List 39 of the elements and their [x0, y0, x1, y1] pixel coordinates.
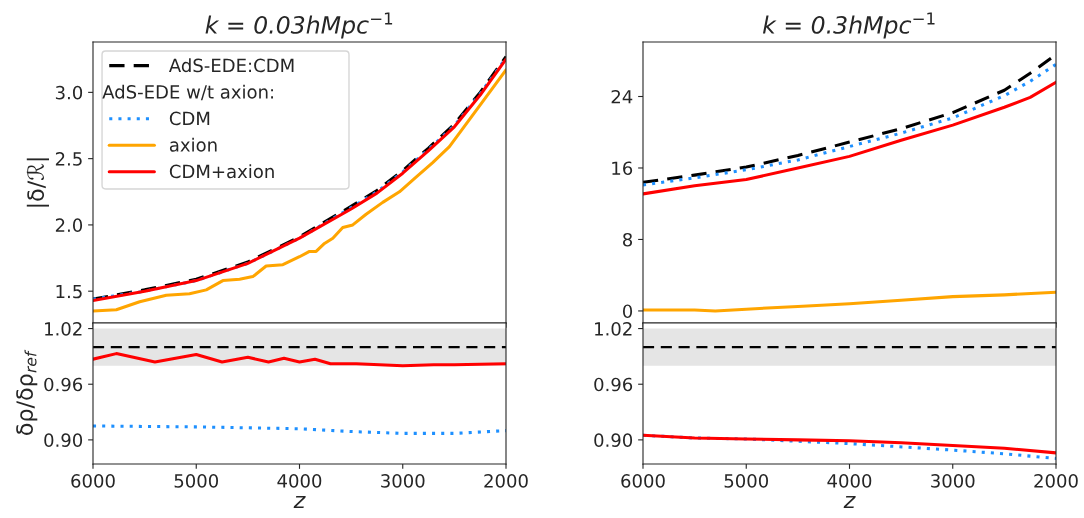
- x-axis-title: z: [843, 495, 856, 509]
- y-tick-label: 8: [623, 232, 633, 247]
- chart-title: k = 0.03hMpc$^{−1}$: [205, 12, 393, 39]
- y-tick-label: 0.90: [44, 433, 83, 447]
- x-tick-label: 3000: [931, 474, 975, 488]
- line-series: [643, 290, 1056, 313]
- x-axis-title: z: [293, 495, 306, 509]
- x-tick-label: 3000: [381, 474, 425, 488]
- x-tick-label: 6000: [621, 474, 665, 488]
- y-tick-label: 16: [612, 161, 633, 176]
- y-tick-label: 0: [622, 304, 633, 319]
- x-tick-label: 5000: [174, 474, 219, 488]
- y-tick-label: 1.02: [45, 322, 82, 336]
- x-tick-label: 2000: [484, 474, 528, 488]
- line-series: [643, 80, 1056, 196]
- y-tick-label: 24: [611, 89, 633, 104]
- y-tick-label: 1.5: [56, 284, 82, 299]
- line-series: [93, 352, 506, 368]
- y-axis-title: |δ/ℛ|: [26, 158, 50, 207]
- x-tick-label: 5000: [724, 474, 769, 488]
- y-tick-label: 0.90: [594, 433, 633, 447]
- x-tick-label: 4000: [277, 474, 322, 488]
- y-tick-label: 0.96: [594, 377, 633, 392]
- y-tick-label: 2.0: [55, 218, 83, 233]
- legend-label: CDM: [169, 111, 210, 126]
- x-tick-label: 2000: [1034, 474, 1078, 488]
- y-axis-title: δρ/δρ$_{ref}$: [16, 349, 38, 435]
- legend-label: axion: [169, 137, 217, 152]
- legend-label: AdS-EDE:CDM: [168, 58, 294, 73]
- legend-title: AdS-EDE w/t axion:: [102, 84, 273, 101]
- y-tick-label: 0.96: [44, 377, 83, 392]
- line-series: [643, 433, 1056, 455]
- y-tick-label: 2.5: [55, 152, 82, 166]
- x-tick-label: 6000: [71, 474, 115, 488]
- y-tick-label: 1.02: [595, 322, 632, 336]
- y-tick-label: 3.0: [55, 85, 83, 100]
- legend-label: CDM+axion: [169, 164, 274, 179]
- chart-title: k = 0.3hMpc$^{−1}$: [762, 12, 935, 39]
- x-tick-label: 4000: [827, 474, 872, 488]
